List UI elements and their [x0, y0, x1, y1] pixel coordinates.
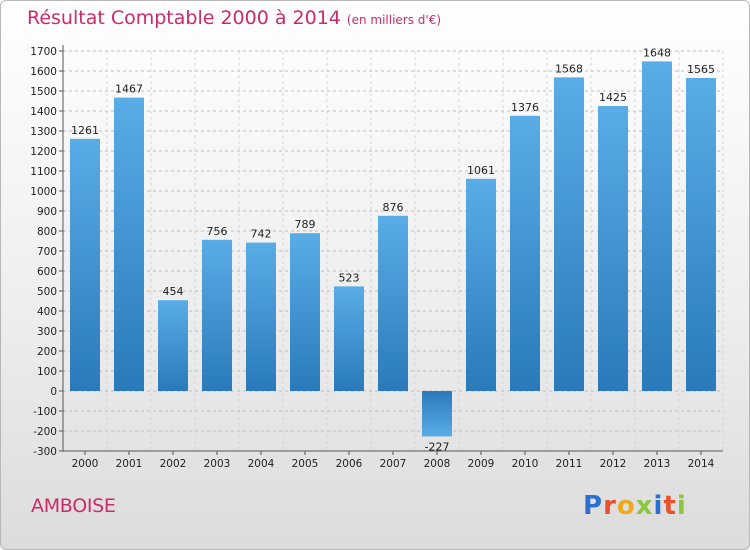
x-tick-label: 2007: [380, 458, 407, 470]
logo-letter: r: [603, 491, 617, 521]
data-label: 1261: [71, 124, 99, 137]
x-tick-label: 2008: [424, 458, 451, 470]
bar: [202, 239, 232, 391]
data-label: 1568: [555, 62, 583, 75]
bar: [510, 115, 540, 392]
bar: [642, 61, 672, 392]
y-tick-label: 0: [50, 386, 57, 398]
data-labels: 1261 1467 454 756 742 789 523 876 -227 1061 1376 15…: [71, 46, 715, 453]
x-tick-label: 2000: [72, 458, 99, 470]
logo-letter: i: [676, 491, 687, 521]
x-tick-label: 2009: [468, 458, 495, 470]
chart-subtitle: (en milliers d'€): [346, 13, 442, 27]
y-tick-label: 1000: [30, 186, 57, 198]
data-label: 742: [251, 228, 272, 241]
y-tick-label: 1400: [30, 106, 57, 118]
bars: [70, 61, 716, 437]
data-label: 1648: [643, 46, 671, 59]
bar: [334, 286, 364, 391]
data-label: 1425: [599, 91, 627, 104]
y-tick-label: 100: [37, 366, 57, 378]
y-tick-label: 400: [37, 306, 57, 318]
x-tick-label: 2002: [160, 458, 187, 470]
y-tick-label: 1500: [30, 86, 57, 98]
data-label: 454: [163, 285, 184, 298]
bar: [70, 138, 100, 391]
data-label: 1061: [467, 164, 495, 177]
y-tick-label: 1600: [30, 66, 57, 78]
y-tick-label: -300: [33, 446, 57, 458]
town-name: AMBOISE: [31, 495, 116, 517]
y-tick-label: 200: [37, 346, 57, 358]
bar: [378, 215, 408, 391]
y-tick-label: 1700: [30, 46, 57, 58]
data-label: 1376: [511, 101, 539, 114]
logo-letter: x: [635, 491, 654, 521]
x-tick-label: 2012: [600, 458, 627, 470]
x-tick-label: 2006: [336, 458, 363, 470]
data-label: -227: [425, 440, 450, 453]
chart-title-text: Résultat Comptable 2000 à 2014: [27, 7, 341, 29]
logo-letter: o: [616, 491, 636, 521]
y-tick-label: 700: [37, 246, 57, 258]
bar: [686, 78, 716, 391]
x-tick-label: 2010: [512, 458, 539, 470]
bar: [422, 391, 452, 437]
y-tick-label: -100: [33, 406, 57, 418]
x-tick-label: 2003: [204, 458, 231, 470]
axes: -300 -200 -100 0 100 200 300 400 500 600 700 800 900…: [30, 45, 723, 470]
x-tick-label: 2001: [116, 458, 143, 470]
data-label: 1565: [687, 63, 715, 76]
bar: [554, 77, 584, 392]
bar: [466, 178, 496, 391]
logo-letter: P: [583, 491, 604, 521]
data-label: 876: [383, 201, 404, 214]
data-label: 756: [207, 225, 228, 238]
bar: [246, 242, 276, 391]
y-tick-label: 1200: [30, 146, 57, 158]
chart-title: Résultat Comptable 2000 à 2014 (en millie…: [27, 7, 441, 29]
data-label: 789: [295, 218, 316, 231]
x-tick-label: 2005: [292, 458, 319, 470]
data-label: 523: [339, 271, 360, 284]
logo-letter: i: [653, 491, 664, 521]
logo-letter: t: [663, 491, 677, 521]
x-tick-label: 2013: [644, 458, 671, 470]
proxiti-logo[interactable]: Proxiti: [583, 491, 687, 521]
data-label: 1467: [115, 83, 143, 96]
bar: [290, 233, 320, 391]
x-tick-label: 2014: [688, 458, 715, 470]
bar: [114, 97, 144, 391]
x-tick-label: 2004: [248, 458, 275, 470]
x-tick-label: 2011: [556, 458, 583, 470]
bar: [158, 300, 188, 391]
y-tick-label: 1100: [30, 166, 57, 178]
y-tick-label: 900: [37, 206, 57, 218]
y-tick-label: 800: [37, 226, 57, 238]
y-tick-label: 1300: [30, 126, 57, 138]
y-tick-label: 300: [37, 326, 57, 338]
y-tick-label: 600: [37, 266, 57, 278]
bar: [598, 106, 628, 391]
y-tick-label: 500: [37, 286, 57, 298]
y-tick-label: -200: [33, 426, 57, 438]
